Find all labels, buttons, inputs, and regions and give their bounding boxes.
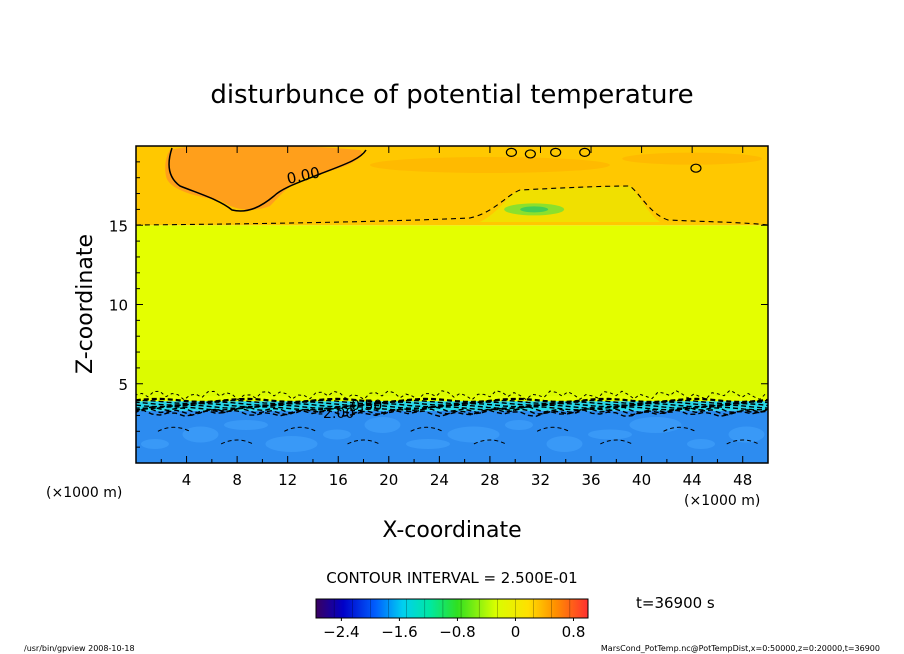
warm-blob [165,146,362,210]
mid-band [136,359,768,397]
colorbar-tick-label: −0.8 [439,623,475,641]
orange-band [369,157,610,174]
plot-area [136,146,768,463]
y-tick-label: 15 [109,217,128,235]
blue-patch [364,416,401,433]
contour-neg-z15 [136,185,768,226]
blue-patch [265,435,318,452]
x-tick-label: 12 [278,471,297,489]
contour-blue [284,426,317,432]
contour-blue [536,426,570,432]
contour-small [505,147,518,157]
contour-label-neg-two: -2.00 [318,406,354,422]
blue-patch [588,429,632,440]
contour-wiggle [136,389,767,401]
colorbar-ticks: −2.4 −1.6 −0.8 0 0.8 [315,599,589,641]
contour-blue [663,426,696,432]
colorbar-tick-label: −1.6 [381,623,417,641]
contour-small [579,147,591,157]
x-tick-label: 44 [683,471,702,489]
layer-1 [136,401,768,411]
colorbar-tick-label: 0.8 [562,623,586,641]
x-tick-label: 16 [329,471,348,489]
contour-transition [136,408,768,418]
contour-label-neg-half: -0.50 [346,398,382,414]
contour-blue [726,439,759,445]
contour-blue [347,439,380,445]
contour-blue [157,426,191,432]
blue-patch [140,438,169,449]
contour-lines [136,147,768,445]
layer-0 [136,410,768,463]
field-texture [136,146,768,452]
contour-interval-label: CONTOUR INTERVAL = 2.500E-01 [326,569,577,587]
y-axis-label: Z-coordinate [73,234,98,374]
contour-blue [600,439,633,445]
blue-patch [223,419,268,430]
contour-zero [168,147,367,212]
contour-transition [136,404,768,409]
blue-patch [182,426,219,443]
contour-small [690,163,702,173]
x-tick-label: 36 [581,471,600,489]
contour-small [524,149,536,159]
blue-patch [728,426,765,443]
colorbar-tick-label: −2.4 [323,623,359,641]
x-tick-label: 28 [480,471,499,489]
orange-band [622,152,763,165]
x-tick-label: 40 [632,471,651,489]
x-unit-right: (×1000 m) [684,493,760,509]
blue-patch [687,438,716,449]
green-patch-core [520,206,549,213]
blue-patch [322,429,351,440]
contour-blue [473,439,507,445]
chart-title: disturbunce of potential temperature [210,80,693,110]
footer-left: /usr/bin/gpview 2008-10-18 [24,644,135,653]
blue-patch [546,435,583,452]
x-axis-label: X-coordinate [382,518,521,543]
contour-transition [136,407,768,416]
blue-patch [504,419,533,430]
x-tick-label: 32 [531,471,550,489]
x-axis: 4 8 12 16 20 24 28 32 36 40 44 48 [160,146,752,489]
time-label: t=36900 s [636,594,715,612]
blue-patch [629,416,682,433]
contour-transition [136,406,768,411]
blue-patch [447,426,500,443]
y-axis: 5 10 15 [109,161,768,448]
x-tick-label: 20 [379,471,398,489]
y-tick-label: 5 [118,376,128,394]
blue-patch [405,438,450,449]
footer-right: MarsCond_PotTemp.nc@PotTempDist,x=0:5000… [601,644,880,653]
contour-blue [220,439,254,445]
x-tick-label: 24 [430,471,449,489]
colorbar-tick-label: 0 [511,623,521,641]
x-tick-label: 8 [232,471,242,489]
x-tick-label: 4 [182,471,192,489]
y-tick-label: 10 [109,297,128,315]
x-tick-label: 48 [733,471,752,489]
contour-transition [136,397,768,404]
contour-small [550,147,562,157]
contour-blue [410,426,443,432]
x-unit-left: (×1000 m) [46,485,122,501]
colorbar [315,598,589,619]
